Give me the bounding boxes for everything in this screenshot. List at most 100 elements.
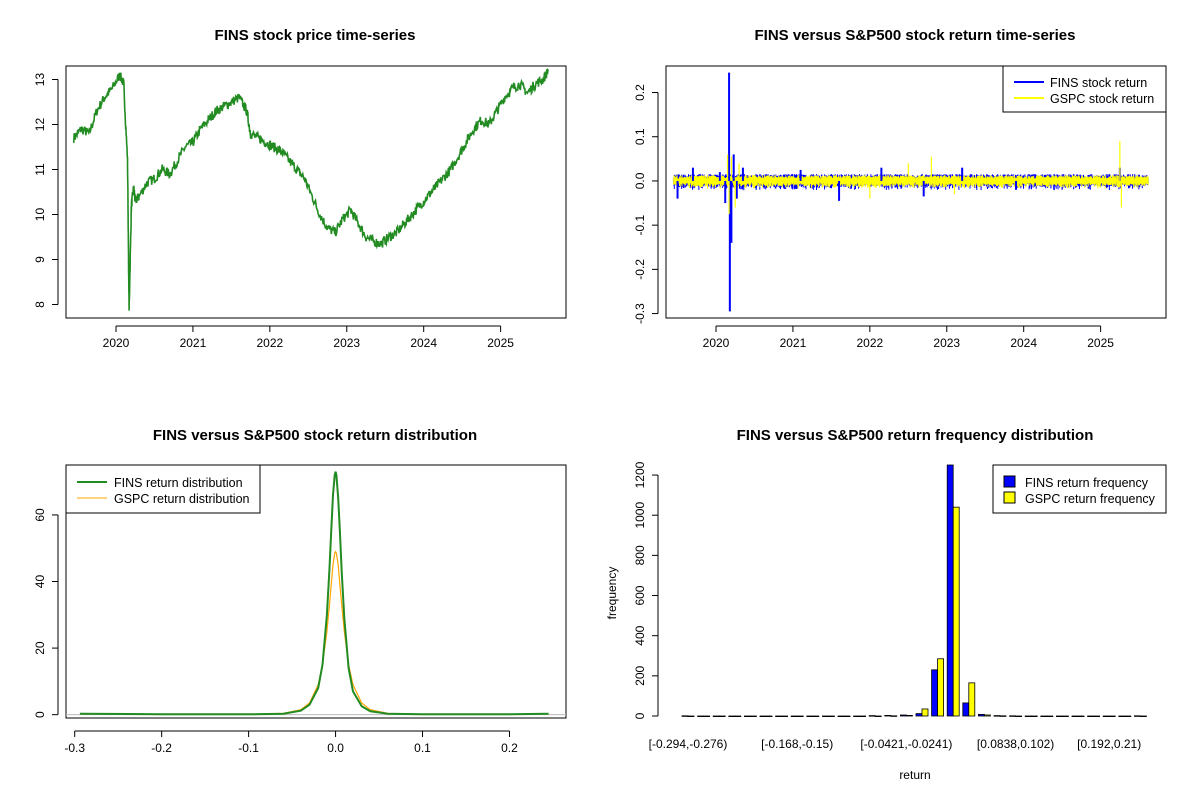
gspc-legend-label: GSPC stock return bbox=[1050, 92, 1154, 106]
return-ts-x-tick-label: 2020 bbox=[703, 336, 730, 350]
return-distribution-legend: FINS return distribution GSPC return dis… bbox=[65, 464, 261, 514]
price-y-axis: 8 9 10 11 12 13 bbox=[33, 73, 59, 308]
return-frequency-legend: FINS return frequency GSPC return freque… bbox=[992, 464, 1167, 514]
return-ts-x-tick-label: 2023 bbox=[933, 336, 960, 350]
fins-frequency-bar bbox=[822, 715, 829, 718]
price-chart: FINS stock price time-series 2020 2021 202… bbox=[33, 27, 567, 350]
gspc-frequency-bar bbox=[921, 708, 929, 717]
return-timeseries-frame bbox=[665, 65, 1167, 319]
gspc-frequency-bar bbox=[1108, 715, 1116, 718]
gspc-frequency-bar bbox=[1140, 715, 1147, 718]
price-series-line bbox=[72, 67, 549, 311]
gspc-frequency-bar bbox=[828, 715, 835, 718]
dist-x-tick-label: 0.1 bbox=[414, 741, 431, 755]
fins-frequency-bar bbox=[900, 714, 907, 717]
dist-x-tick-label: -0.1 bbox=[238, 741, 259, 755]
fins-frequency-bar bbox=[884, 714, 892, 717]
fins-frequency-bar bbox=[978, 713, 985, 717]
return-distribution-x-axis: -0.3 -0.2 -0.1 0.0 0.1 0.2 bbox=[64, 730, 518, 755]
return-frequency-plot-area bbox=[681, 464, 1147, 718]
return-ts-x-tick-label: 2025 bbox=[1087, 336, 1114, 350]
return-frequency-title: FINS versus S&P500 return frequency dist… bbox=[737, 427, 1094, 444]
return-ts-y-tick-label: 0.2 bbox=[633, 84, 647, 101]
dist-y-tick-label: 0 bbox=[33, 711, 47, 718]
return-ts-x-tick-label: 2021 bbox=[780, 336, 807, 350]
price-y-tick-label: 13 bbox=[33, 73, 47, 87]
fins-frequency-legend-label: FINS return frequency bbox=[1025, 476, 1149, 490]
fins-frequency-bar bbox=[853, 715, 860, 718]
fins-density-legend-label: FINS return distribution bbox=[114, 476, 243, 490]
return-ts-x-tick-label: 2024 bbox=[1010, 336, 1037, 350]
gspc-frequency-bar bbox=[734, 715, 742, 718]
fins-frequency-bar bbox=[1056, 715, 1063, 718]
price-plot-area bbox=[72, 67, 549, 311]
return-timeseries-legend: FINS stock return GSPC stock return bbox=[1002, 65, 1167, 113]
freq-x-tick-label: [-0.168,-0.15) bbox=[761, 737, 833, 751]
fins-legend-label: FINS stock return bbox=[1050, 76, 1147, 90]
price-x-tick-label: 2023 bbox=[333, 336, 360, 350]
return-timeseries-x-axis: 2020 2021 2022 2023 2024 2025 bbox=[703, 325, 1114, 350]
fins-frequency-bar bbox=[681, 715, 689, 717]
gspc-frequency-bar bbox=[843, 715, 851, 718]
price-x-tick-label: 2022 bbox=[256, 336, 283, 350]
gspc-frequency-bar bbox=[718, 715, 726, 718]
return-frequency-ylabel: frequency bbox=[605, 567, 619, 620]
gspc-frequency-bar bbox=[703, 715, 710, 718]
fins-frequency-bar bbox=[837, 715, 845, 718]
gspc-frequency-bar bbox=[687, 715, 695, 718]
return-distribution-frame bbox=[65, 464, 567, 719]
gspc-frequency-bar bbox=[952, 506, 960, 717]
price-y-tick-label: 12 bbox=[33, 118, 47, 132]
fins-frequency-bar bbox=[915, 713, 923, 717]
gspc-frequency-bar bbox=[1046, 715, 1054, 718]
return-frequency-chart: FINS versus S&P500 return frequency dist… bbox=[605, 427, 1167, 782]
freq-x-tick-label: [0.0838,0.102) bbox=[977, 737, 1054, 751]
gspc-frequency-bar bbox=[890, 715, 898, 717]
return-ts-x-tick-label: 2022 bbox=[856, 336, 883, 350]
return-ts-y-tick-label: -0.3 bbox=[633, 303, 647, 324]
fins-frequency-bar bbox=[1024, 715, 1032, 718]
gspc-noise-band bbox=[673, 175, 1149, 189]
fins-frequency-bar bbox=[1071, 715, 1079, 718]
return-distribution-title: FINS versus S&P500 stock return distribu… bbox=[153, 427, 477, 444]
dist-y-tick-label: 60 bbox=[33, 508, 47, 522]
freq-y-tick-label: 600 bbox=[633, 585, 647, 605]
price-y-tick-label: 8 bbox=[33, 301, 47, 308]
price-x-tick-label: 2021 bbox=[180, 336, 207, 350]
gspc-frequency-bar bbox=[1093, 715, 1100, 718]
legend-box bbox=[1002, 65, 1167, 113]
fins-frequency-bar bbox=[868, 715, 876, 717]
dist-y-tick-label: 20 bbox=[33, 641, 47, 655]
return-ts-y-tick-label: 0.0 bbox=[633, 172, 647, 189]
price-chart-frame bbox=[65, 65, 567, 319]
fins-frequency-bar bbox=[1134, 715, 1141, 717]
gspc-frequency-bar bbox=[1030, 715, 1038, 718]
price-x-tick-label: 2024 bbox=[410, 336, 437, 350]
fins-frequency-bar bbox=[712, 715, 720, 718]
gspc-frequency-bar bbox=[796, 715, 804, 718]
return-frequency-x-axis: [-0.294,-0.276) [-0.168,-0.15) [-0.0421,-0… bbox=[649, 737, 1142, 751]
freq-y-tick-label: 400 bbox=[633, 625, 647, 645]
gspc-density-line bbox=[248, 550, 423, 715]
gspc-frequency-bar bbox=[968, 682, 976, 717]
return-frequency-y-axis: 0 200 400 600 800 1000 1200 bbox=[633, 461, 659, 719]
fins-frequency-bar bbox=[931, 669, 938, 717]
gspc-frequency-bar bbox=[781, 715, 788, 718]
fins-frequency-bar bbox=[962, 702, 970, 717]
freq-y-tick-label: 1000 bbox=[633, 502, 647, 529]
price-x-tick-label: 2020 bbox=[103, 336, 130, 350]
dist-x-tick-label: -0.2 bbox=[151, 741, 172, 755]
dist-y-tick-label: 40 bbox=[33, 575, 47, 589]
gspc-frequency-bar bbox=[1062, 715, 1069, 718]
gspc-frequency-bar bbox=[999, 715, 1007, 717]
fins-frequency-bar bbox=[697, 715, 704, 718]
price-x-tick-label: 2025 bbox=[487, 336, 514, 350]
return-frequency-xlabel: return bbox=[899, 768, 930, 782]
return-distribution-y-axis: 0 20 40 60 bbox=[33, 508, 59, 718]
price-y-tick-label: 11 bbox=[33, 163, 47, 176]
fins-frequency-bar bbox=[946, 464, 954, 717]
gspc-frequency-bar bbox=[750, 715, 757, 718]
gspc-frequency-bar bbox=[1015, 715, 1022, 718]
return-ts-y-tick-label: 0.1 bbox=[633, 128, 647, 145]
